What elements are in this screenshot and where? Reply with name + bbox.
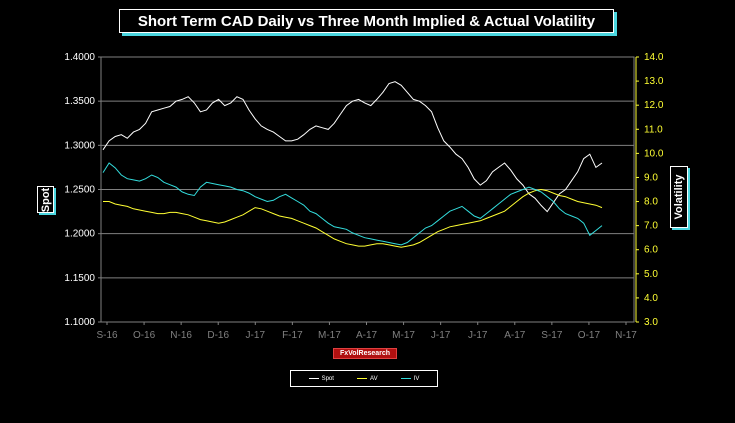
legend-swatch-iv <box>400 378 411 379</box>
right-tick-label: 9.0 <box>644 172 658 183</box>
left-tick-label: 1.1000 <box>64 317 95 328</box>
right-tick-label: 12.0 <box>644 100 664 111</box>
right-tick-label: 7.0 <box>644 221 658 232</box>
x-tick-label: A-17 <box>356 330 378 341</box>
right-axis-label: Volatility <box>673 174 685 220</box>
left-tick-label: 1.3500 <box>64 96 95 107</box>
x-tick-label: M-17 <box>392 330 415 341</box>
series-line-av <box>103 188 603 248</box>
right-tick-label: 11.0 <box>644 124 663 135</box>
x-tick-label: J-17 <box>468 330 488 341</box>
right-tick-label: 10.0 <box>644 148 664 159</box>
series-line-iv <box>102 162 603 246</box>
right-tick-label: 6.0 <box>644 245 658 256</box>
left-tick-label: 1.2500 <box>64 185 95 196</box>
x-tick-label: D-16 <box>207 330 229 341</box>
legend-label-spot: Spot <box>321 375 334 382</box>
left-tick-label: 1.3000 <box>64 140 95 151</box>
x-tick-label: J-17 <box>431 330 451 341</box>
left-axis-label-box: Spot <box>37 186 54 213</box>
right-axis-label-box: Volatility <box>670 166 688 228</box>
chart-title: Short Term CAD Daily vs Three Month Impl… <box>119 9 614 33</box>
brand-logo: FxVolResearch <box>333 348 397 359</box>
x-tick-label: M-17 <box>318 330 341 341</box>
x-tick-label: J-17 <box>246 330 266 341</box>
right-tick-label: 5.0 <box>644 269 658 280</box>
legend-item-iv: IV <box>400 375 420 382</box>
legend-swatch-av <box>357 378 368 379</box>
x-tick-label: N-17 <box>615 330 637 341</box>
left-tick-label: 1.2000 <box>64 229 95 240</box>
right-tick-label: 14.0 <box>644 52 664 63</box>
left-axis-label: Spot <box>39 187 52 212</box>
legend-label-iv: IV <box>413 375 420 382</box>
legend-swatch-spot <box>308 378 319 379</box>
series-line-spot <box>102 81 603 213</box>
left-tick-label: 1.4000 <box>64 52 95 63</box>
x-tick-label: S-16 <box>96 330 118 341</box>
legend-item-av: AV <box>357 376 378 382</box>
right-tick-label: 13.0 <box>644 76 664 87</box>
x-tick-label: O-17 <box>578 330 601 341</box>
right-tick-label: 4.0 <box>644 293 658 304</box>
x-tick-label: F-17 <box>282 330 303 341</box>
right-tick-label: 3.0 <box>644 317 658 328</box>
x-tick-label: O-16 <box>133 330 156 341</box>
legend-label-av: AV <box>370 375 378 382</box>
legend-item-spot: Spot <box>308 375 334 382</box>
left-tick-label: 1.1500 <box>64 273 95 284</box>
right-tick-label: 8.0 <box>644 197 658 208</box>
x-tick-label: S-17 <box>541 330 563 341</box>
x-tick-label: A-17 <box>504 330 526 341</box>
legend: Spot AV IV <box>290 370 438 387</box>
x-tick-label: N-16 <box>170 330 192 341</box>
